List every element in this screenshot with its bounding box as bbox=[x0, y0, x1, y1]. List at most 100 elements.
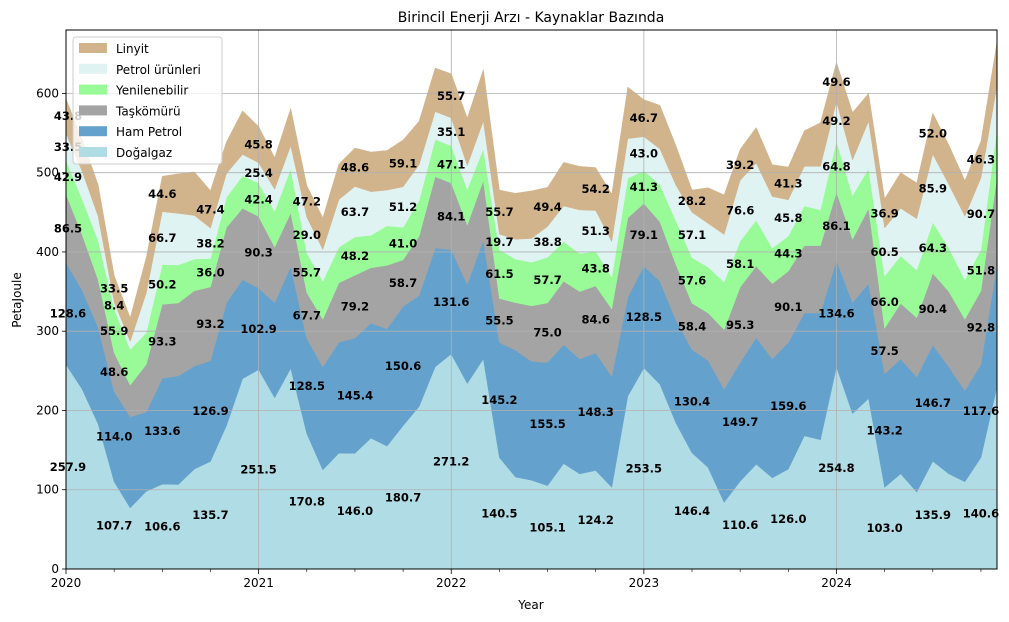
data-label: 60.5 bbox=[870, 245, 898, 259]
data-label: 59.1 bbox=[389, 156, 417, 170]
data-label: 149.7 bbox=[722, 415, 758, 429]
data-label: 140.6 bbox=[963, 506, 999, 520]
data-label: 46.7 bbox=[630, 111, 658, 125]
data-label: 146.7 bbox=[915, 396, 951, 410]
plot-frame bbox=[65, 29, 998, 570]
y-tick-label: 100 bbox=[36, 483, 59, 497]
data-label: 85.9 bbox=[919, 181, 947, 195]
data-label: 135.9 bbox=[915, 508, 951, 522]
legend-label: Ham Petrol bbox=[116, 125, 182, 139]
data-label: 84.1 bbox=[437, 209, 465, 223]
y-tick-label: 400 bbox=[36, 245, 59, 259]
data-label: 128.5 bbox=[626, 310, 662, 324]
data-label: 45.8 bbox=[774, 211, 802, 225]
data-label: 66.7 bbox=[148, 231, 176, 245]
data-label: 43.8 bbox=[582, 262, 610, 276]
data-label: 146.4 bbox=[674, 504, 710, 518]
legend: Linyit Petrol ürünleri Yenilenebilir Taşköm… bbox=[72, 36, 223, 165]
data-label: 93.3 bbox=[148, 334, 176, 348]
data-label: 55.5 bbox=[485, 314, 513, 328]
data-label: 126.0 bbox=[770, 512, 806, 526]
legend-box bbox=[72, 36, 223, 165]
data-label: 47.2 bbox=[293, 194, 321, 208]
data-label: 76.6 bbox=[726, 204, 754, 218]
data-label: 57.1 bbox=[678, 228, 706, 242]
data-label: 44.6 bbox=[148, 187, 176, 201]
legend-label: Taşkömürü bbox=[115, 104, 181, 118]
data-label: 105.1 bbox=[529, 520, 565, 534]
data-label: 42.9 bbox=[54, 170, 82, 184]
legend-label: Doğalgaz bbox=[116, 146, 172, 160]
data-label: 61.5 bbox=[485, 267, 513, 281]
data-label: 79.2 bbox=[341, 300, 369, 314]
legend-label: Petrol ürünleri bbox=[116, 63, 201, 77]
data-label: 66.0 bbox=[870, 295, 898, 309]
data-label: 42.4 bbox=[244, 193, 272, 207]
data-label: 131.6 bbox=[433, 295, 469, 309]
data-label: 106.6 bbox=[144, 520, 180, 534]
data-label: 128.6 bbox=[50, 307, 86, 321]
x-tick-label: 2024 bbox=[821, 576, 852, 590]
data-label: 90.4 bbox=[919, 302, 947, 316]
data-label: 49.2 bbox=[822, 114, 850, 128]
data-label: 64.8 bbox=[822, 159, 850, 173]
data-label: 90.1 bbox=[774, 300, 802, 314]
data-label: 49.6 bbox=[822, 75, 850, 89]
x-axis-label: Year bbox=[517, 598, 543, 612]
data-label: 46.3 bbox=[967, 152, 995, 166]
data-label: 103.0 bbox=[866, 521, 902, 535]
data-label: 133.6 bbox=[144, 424, 180, 438]
data-label: 55.9 bbox=[100, 324, 128, 338]
data-label: 92.8 bbox=[967, 321, 995, 335]
data-label: 54.2 bbox=[582, 182, 610, 196]
data-label: 107.7 bbox=[96, 518, 132, 532]
x-tick-label: 2021 bbox=[243, 576, 274, 590]
data-label: 124.2 bbox=[578, 513, 614, 527]
legend-swatch bbox=[79, 84, 107, 95]
x-tick-label: 2020 bbox=[51, 576, 82, 590]
data-label: 117.6 bbox=[963, 404, 999, 418]
data-label: 251.5 bbox=[240, 462, 276, 476]
data-label: 19.7 bbox=[485, 235, 513, 249]
data-label: 145.2 bbox=[481, 393, 517, 407]
data-label: 57.6 bbox=[678, 273, 706, 287]
data-label: 257.9 bbox=[50, 460, 86, 474]
data-label: 52.0 bbox=[919, 127, 947, 141]
data-label: 254.8 bbox=[818, 461, 854, 475]
data-label: 43.0 bbox=[630, 147, 658, 161]
data-label: 64.3 bbox=[919, 241, 947, 255]
data-label: 143.2 bbox=[866, 424, 902, 438]
legend-swatch bbox=[79, 126, 107, 137]
y-axis-label: PetaJoule bbox=[10, 272, 24, 327]
plot-area bbox=[65, 30, 998, 570]
y-tick-label: 0 bbox=[51, 562, 59, 576]
data-label: 44.3 bbox=[774, 247, 802, 261]
data-label: 130.4 bbox=[674, 394, 710, 408]
data-label: 150.6 bbox=[385, 359, 421, 373]
data-label: 55.7 bbox=[485, 205, 513, 219]
chart-title: Birincil Enerji Arzı - Kaynaklar Bazında bbox=[398, 10, 665, 26]
legend-swatch bbox=[79, 147, 107, 157]
data-label: 253.5 bbox=[626, 462, 662, 476]
data-label: 170.8 bbox=[289, 494, 325, 508]
data-label: 25.4 bbox=[244, 166, 272, 180]
data-label: 102.9 bbox=[240, 322, 276, 336]
data-label: 58.1 bbox=[726, 257, 754, 271]
data-label: 38.2 bbox=[196, 236, 224, 250]
data-label: 36.9 bbox=[870, 206, 898, 220]
data-label: 55.7 bbox=[437, 89, 465, 103]
data-label: 36.0 bbox=[196, 266, 224, 280]
legend-label: Linyit bbox=[116, 42, 149, 56]
data-label: 114.0 bbox=[96, 430, 132, 444]
axes: 0 100 200 300 400 500 600 2020 2021 2022 2023 2024 bbox=[36, 86, 982, 590]
data-label: 84.6 bbox=[582, 312, 610, 326]
data-label: 67.7 bbox=[293, 309, 321, 323]
data-label: 79.1 bbox=[630, 228, 658, 242]
data-label: 48.2 bbox=[341, 249, 369, 263]
data-label: 33.5 bbox=[100, 282, 128, 296]
data-label: 155.5 bbox=[529, 417, 565, 431]
data-label: 47.4 bbox=[196, 202, 224, 216]
data-label: 95.3 bbox=[726, 318, 754, 332]
data-label: 86.5 bbox=[54, 221, 82, 235]
